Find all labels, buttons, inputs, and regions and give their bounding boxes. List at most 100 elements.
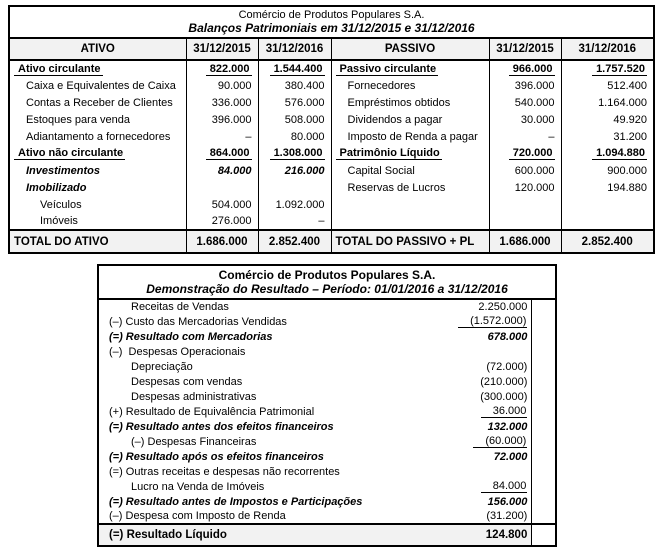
col-header-passivo-2016: 31/12/2016 xyxy=(560,37,655,61)
statement-value: (210.000) xyxy=(480,375,528,388)
ativo-value-2015-text: 864.000 xyxy=(205,147,252,160)
statement-value: (60.000) xyxy=(429,434,531,449)
passivo-value-2016 xyxy=(560,196,655,213)
statement-value-text: 84.000 xyxy=(480,480,528,493)
statement-value: 84.000 xyxy=(429,479,531,494)
statement-end-cell xyxy=(531,374,556,389)
total-passivo-2016: 2.852.400 xyxy=(560,229,655,254)
ativo-value-2015: 396.000 xyxy=(185,111,259,128)
ativo-label: Ativo circulante xyxy=(8,60,187,77)
passivo-value-2015-text: 720.000 xyxy=(508,147,555,160)
income-statement-title-row: Comércio de Produtos Populares S.A. Demo… xyxy=(97,264,557,300)
passivo-value-2015: 120.000 xyxy=(488,179,562,196)
income-statement-row: Lucro na Venda de Imóveis 84.000 xyxy=(98,479,556,494)
passivo-label-text: Patrimônio Líquido xyxy=(335,147,442,160)
income-statement-row: (=) Resultado com Mercadorias 678.000 xyxy=(98,329,556,344)
ativo-label: Ativo não circulante xyxy=(8,145,187,162)
statement-end-cell xyxy=(531,344,556,359)
ativo-value-2016: 80.000 xyxy=(257,128,332,145)
ativo-value-2016: 1.092.000 xyxy=(257,196,332,213)
balance-sheet-row: Adiantamento a fornecedores –80.000 Impost… xyxy=(8,128,655,145)
passivo-value-2015: 396.000 xyxy=(488,77,562,94)
ativo-value-2016: 508.000 xyxy=(257,111,332,128)
passivo-label: Capital Social xyxy=(330,162,490,179)
statement-end-cell xyxy=(531,449,556,464)
income-statement-row: Depreciação (72.000) xyxy=(98,359,556,374)
ativo-value-2016: 1.308.000 xyxy=(257,145,332,162)
statement-label: Despesas administrativas xyxy=(131,390,257,403)
balance-sheet-row: Imobilizado Reservas de Lucros 120.000 194.… xyxy=(8,179,655,196)
ativo-label-text: Ativo circulante xyxy=(14,63,103,76)
passivo-value-2015 xyxy=(488,213,562,230)
balance-sheet-row: Caixa e Equivalentes de Caixa 90.000 380.4… xyxy=(8,77,655,94)
total-passivo-label: TOTAL DO PASSIVO + PL xyxy=(330,229,490,254)
income-statement-row: (=) Resultado antes de Impostos e Partic… xyxy=(98,494,556,509)
statement-label: (–) Despesas Operacionais xyxy=(109,345,246,358)
total-passivo-2015: 1.686.000 xyxy=(488,229,562,254)
statement-label: (=) Resultado após os efeitos financeiro… xyxy=(109,450,324,463)
statement-value: 36.000 xyxy=(429,404,531,419)
passivo-value-2016: 194.880 xyxy=(560,179,655,196)
income-statement-row: (–) Custo das Mercadorias Vendidas (1.572… xyxy=(98,314,556,329)
net-income-value: 124.800 xyxy=(429,523,532,546)
col-header-ativo-2015: 31/12/2015 xyxy=(185,37,259,61)
passivo-value-2016: 1.094.880 xyxy=(560,145,655,162)
ativo-value-2016: 380.400 xyxy=(257,77,332,94)
balance-sheet-total-row: TOTAL DO ATIVO 1.686.000 2.852.400 TOTAL… xyxy=(8,229,655,254)
balance-sheet-row: Veículos 504.000 1.092.000 xyxy=(8,196,655,213)
passivo-label: Reservas de Lucros xyxy=(330,179,490,196)
passivo-value-2015-text: 966.000 xyxy=(508,63,555,76)
income-statement-row: (–) Despesa com Imposto de Renda (31.200) xyxy=(98,509,556,524)
balance-sheet-row: Imóveis 276.000– xyxy=(8,213,655,230)
ativo-value-2016 xyxy=(257,179,332,196)
ativo-value-2015: 90.000 xyxy=(185,77,259,94)
ativo-value-2015: 84.000 xyxy=(185,162,259,179)
passivo-value-2015 xyxy=(488,196,562,213)
statement-value: (31.200) xyxy=(486,510,528,522)
passivo-label: Passivo circulante xyxy=(330,60,490,77)
passivo-value-2015: 600.000 xyxy=(488,162,562,179)
statement-label: Depreciação xyxy=(131,360,193,373)
ativo-value-2016: 1.544.400 xyxy=(257,60,332,77)
statement-value: (72.000) xyxy=(486,360,528,373)
statement-value-text: (1.572.000) xyxy=(458,315,528,328)
passivo-label: Patrimônio Líquido xyxy=(330,145,490,162)
statement-value: 678.000 xyxy=(487,330,528,343)
statement-end-cell xyxy=(531,389,556,404)
income-statement-row: Despesas administrativas (300.000) xyxy=(98,389,556,404)
statement-value-text: 36.000 xyxy=(480,405,528,418)
passivo-value-2016 xyxy=(560,213,655,230)
ativo-value-2016: 576.000 xyxy=(257,94,332,111)
statement-label: (–) Despesas Financeiras xyxy=(131,435,257,448)
statement-value: (1.572.000) xyxy=(429,314,531,329)
income-statement-row: (=) Resultado antes dos efeitos financei… xyxy=(98,419,556,434)
statement-value: 72.000 xyxy=(493,450,528,463)
ativo-value-2016: 216.000 xyxy=(257,162,332,179)
ativo-value-2015: 864.000 xyxy=(185,145,259,162)
income-statement-table: Comércio de Produtos Populares S.A. Demo… xyxy=(97,264,557,547)
passivo-value-2016: 31.200 xyxy=(560,128,655,145)
passivo-label: Imposto de Renda a pagar xyxy=(330,128,490,145)
income-statement-row: (–) Despesas Financeiras (60.000) xyxy=(98,434,556,449)
ativo-label: Veículos xyxy=(8,196,187,213)
passivo-value-2015: 966.000 xyxy=(488,60,562,77)
income-statement-row: Receitas de Vendas 2.250.000 xyxy=(98,299,556,314)
ativo-value-2015-text: 822.000 xyxy=(205,63,252,76)
net-income-end-cell xyxy=(531,523,556,546)
passivo-label: Fornecedores xyxy=(330,77,490,94)
statement-label: (–) Custo das Mercadorias Vendidas xyxy=(109,315,287,328)
total-ativo-2016: 2.852.400 xyxy=(257,229,332,254)
statement-end-cell xyxy=(531,434,556,449)
statement-value: 156.000 xyxy=(487,495,528,508)
passivo-label-text: Passivo circulante xyxy=(335,63,439,76)
balance-sheet-row: Investimentos 84.000 216.000 Capital Social… xyxy=(8,162,655,179)
statement-label: (+) Resultado de Equivalência Patrimonia… xyxy=(109,405,315,418)
col-header-passivo-2015: 31/12/2015 xyxy=(488,37,562,61)
statement-end-cell xyxy=(531,509,556,524)
income-statement-title: Comércio de Produtos Populares S.A. xyxy=(218,268,436,282)
passivo-value-2016: 49.920 xyxy=(560,111,655,128)
statement-label: (–) Despesa com Imposto de Renda xyxy=(109,510,286,522)
total-ativo-label: TOTAL DO ATIVO xyxy=(8,229,187,254)
passivo-label: Empréstimos obtidos xyxy=(330,94,490,111)
statement-value: 132.000 xyxy=(487,420,528,433)
